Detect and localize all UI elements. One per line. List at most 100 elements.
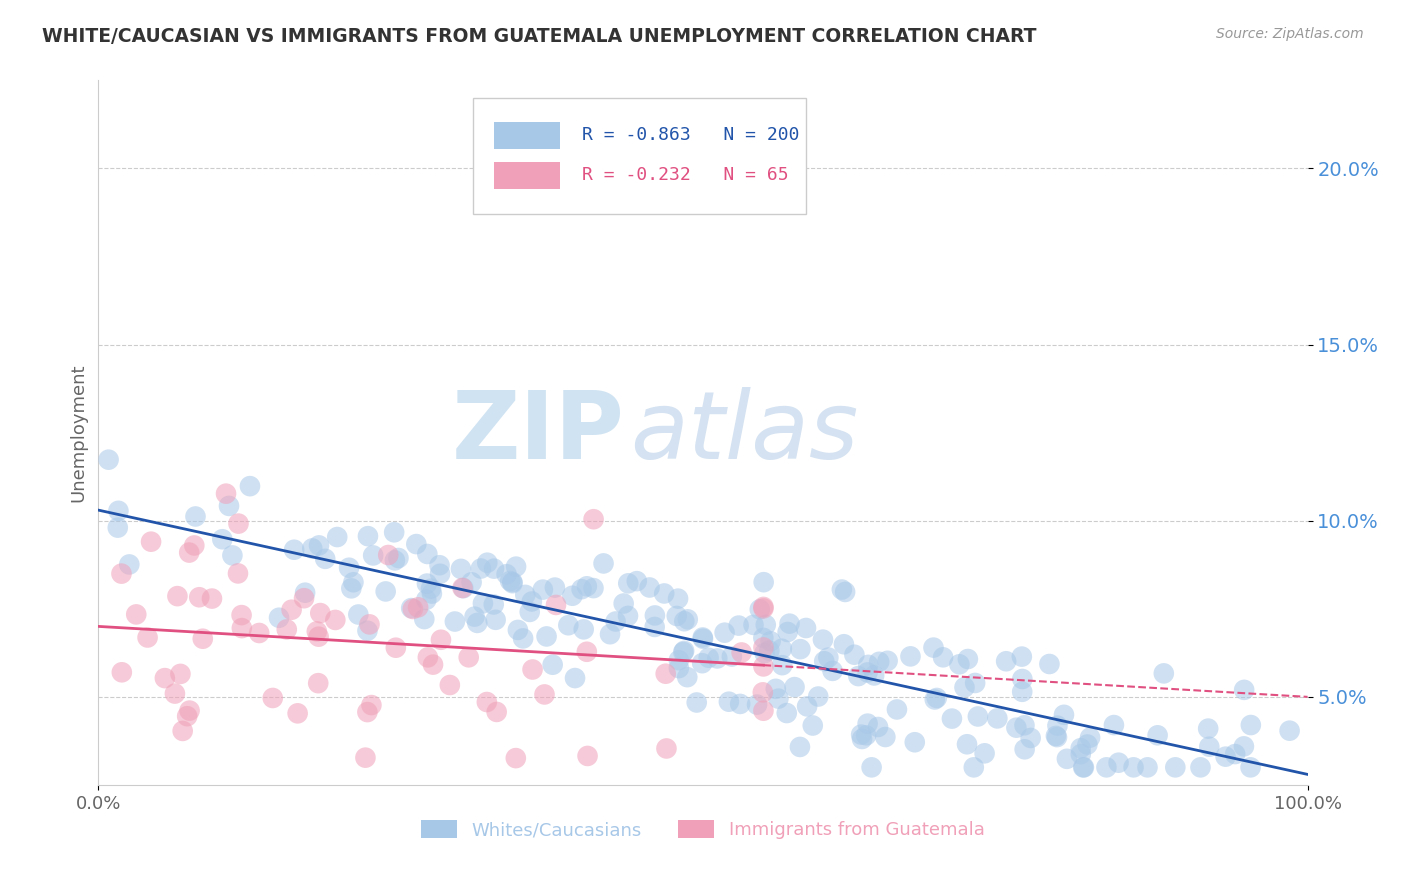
Point [755, 617, 778, 632]
Point [1014, 718, 1036, 732]
Point [779, 616, 801, 631]
Point [1070, 747, 1092, 762]
Point [666, 591, 689, 606]
Point [886, 702, 908, 716]
Point [1005, 721, 1028, 735]
Point [866, 720, 889, 734]
Point [844, 648, 866, 662]
Point [308, 538, 330, 552]
Point [956, 737, 979, 751]
Point [340, 582, 363, 596]
Point [183, 539, 205, 553]
Point [307, 676, 329, 690]
Point [754, 646, 776, 660]
Point [465, 615, 488, 630]
Point [125, 607, 148, 622]
Point [783, 680, 806, 694]
Point [506, 623, 529, 637]
Point [536, 629, 558, 643]
Point [956, 652, 979, 666]
Point [617, 576, 640, 591]
Point [377, 548, 399, 562]
Point [495, 567, 517, 582]
Legend: Whites/Caucasians, Immigrants from Guatemala: Whites/Caucasians, Immigrants from Guate… [415, 813, 991, 847]
Point [308, 630, 330, 644]
Point [752, 704, 775, 718]
Point [544, 598, 567, 612]
Point [855, 728, 877, 742]
Point [868, 655, 890, 669]
Point [485, 705, 508, 719]
Point [1136, 760, 1159, 774]
Point [413, 612, 436, 626]
Point [644, 620, 666, 634]
Point [692, 632, 714, 646]
Text: R = -0.232   N = 65: R = -0.232 N = 65 [582, 167, 789, 185]
Point [728, 697, 751, 711]
Point [668, 661, 690, 675]
Point [831, 582, 853, 597]
Y-axis label: Unemployment: Unemployment [69, 363, 87, 502]
Point [464, 609, 486, 624]
Point [673, 644, 696, 658]
Point [571, 582, 593, 597]
Point [166, 589, 188, 603]
Point [228, 516, 250, 531]
Point [752, 659, 775, 673]
Point [638, 581, 661, 595]
Point [515, 588, 537, 602]
Point [97, 452, 120, 467]
Point [247, 626, 270, 640]
Point [533, 688, 555, 702]
Point [374, 584, 396, 599]
Point [172, 723, 194, 738]
Point [136, 631, 159, 645]
Point [796, 699, 818, 714]
Point [576, 748, 599, 763]
Point [863, 668, 886, 682]
Point [163, 687, 186, 701]
Point [179, 545, 201, 559]
Point [287, 706, 309, 721]
Point [941, 712, 963, 726]
Point [430, 632, 453, 647]
Point [789, 739, 811, 754]
Point [1146, 728, 1168, 742]
Point [1095, 760, 1118, 774]
Point [752, 631, 775, 645]
Point [531, 582, 554, 597]
Point [453, 581, 475, 595]
Point [342, 575, 364, 590]
Point [1038, 657, 1060, 671]
Point [505, 559, 527, 574]
Point [1189, 760, 1212, 774]
Point [776, 625, 799, 640]
Point [323, 613, 346, 627]
Point [139, 534, 162, 549]
Point [592, 557, 614, 571]
Point [995, 654, 1018, 668]
Point [557, 618, 579, 632]
Point [953, 681, 976, 695]
Point [169, 666, 191, 681]
Text: WHITE/CAUCASIAN VS IMMIGRANTS FROM GUATEMALA UNEMPLOYMENT CORRELATION CHART: WHITE/CAUCASIAN VS IMMIGRANTS FROM GUATE… [42, 27, 1036, 45]
Point [482, 561, 505, 575]
Point [450, 562, 472, 576]
Text: Source: ZipAtlas.com: Source: ZipAtlas.com [1216, 27, 1364, 41]
Point [1019, 731, 1042, 745]
Point [107, 521, 129, 535]
Point [948, 657, 970, 672]
Point [276, 623, 298, 637]
Point [846, 669, 869, 683]
Point [752, 601, 775, 615]
FancyBboxPatch shape [474, 98, 806, 214]
Point [1053, 707, 1076, 722]
Point [283, 542, 305, 557]
Point [925, 690, 948, 705]
Text: atlas: atlas [630, 387, 859, 478]
Point [314, 551, 336, 566]
Point [561, 589, 583, 603]
Point [706, 651, 728, 665]
Point [359, 617, 381, 632]
Point [1215, 749, 1237, 764]
